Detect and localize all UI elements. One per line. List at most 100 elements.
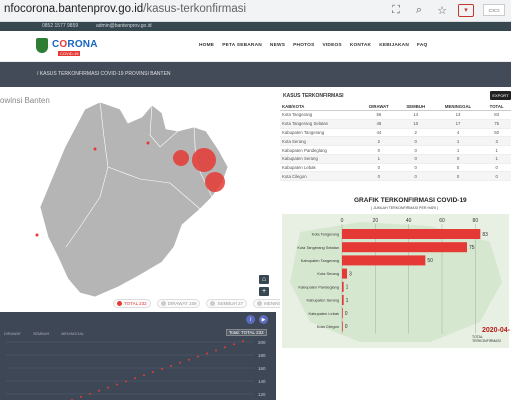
time-point[interactable] [89,392,91,395]
table-row[interactable]: Kota Cilegon 0 0 0 0 [280,171,511,182]
cell-region: Kota Cilegon [280,171,361,182]
bar[interactable] [342,295,344,305]
legend-sembuh[interactable]: SEMBUH 27 [206,299,247,308]
table-row[interactable]: Kabupaten Lebak 0 0 0 0 [280,163,511,173]
time-point[interactable] [134,377,136,380]
time-legend-sembuh[interactable]: SEMBUH [32,332,50,336]
category-label: Kabupaten Lebak [308,311,339,316]
bar[interactable] [342,268,347,279]
zoom-in-button[interactable]: + [259,287,269,296]
map-panel[interactable]: owinsi Banten ⌂ + − [0,87,276,312]
time-point[interactable] [233,343,235,346]
cell-value: 0 [397,145,434,155]
col-total[interactable]: TOTAL [482,102,511,111]
map-marker-kota-tangerang-selatan[interactable] [173,150,189,166]
map-border-2 [149,104,179,148]
banten-map[interactable] [0,87,276,312]
category-label: Kabupaten Pandeglang [298,284,339,289]
nav-kebijakan[interactable]: KEBIJAKAN [379,43,409,48]
bar[interactable] [342,242,467,253]
cell-value: 13 [433,110,483,120]
time-point[interactable] [161,368,163,370]
banten-emblem-icon [36,38,48,53]
contact-bar: 0852 1577 9859 admin@bantenprov.go.id [0,22,511,31]
time-point[interactable] [224,346,226,349]
bar[interactable] [342,255,426,266]
cell-region: Kota Tangerang Selatan [280,119,361,129]
page-banner: / KASUS TERKONFIRMASI COVID-19 PROVINSI … [0,62,511,87]
home-view-icon[interactable]: ⌂ [259,275,269,284]
nav-news[interactable]: NEWS [269,43,286,48]
map-marker-kabupaten-serang[interactable] [146,141,150,145]
time-series-chart: 200 180 160 140 120 [6,340,266,400]
time-point[interactable] [125,380,127,383]
col-sembuh[interactable]: SEMBUH [397,102,434,111]
time-point[interactable] [152,371,154,374]
nav-kontak[interactable]: KONTAK [349,43,372,48]
cell-value: 2 [360,136,398,147]
map-marker-kota-tangerang[interactable] [192,148,216,172]
cell-value: 0 [433,163,483,173]
col-kabkota[interactable]: KAB/KOTA [280,102,361,111]
map-marker-kabupaten-tangerang[interactable] [205,172,225,192]
col-meninggal[interactable]: MENINGGAL [433,102,483,111]
monitor-icon[interactable]: ▭▭ [483,4,505,16]
time-point[interactable] [215,349,217,352]
cell-value: 1 [482,154,511,164]
time-point[interactable] [80,395,82,398]
table-row[interactable]: Kabupaten Serang 1 0 0 1 [280,154,511,164]
nav-faq[interactable]: FAQ [417,43,428,48]
legend-dirawat[interactable]: DIRAWAT 159 [156,299,201,308]
col-dirawat[interactable]: DIRAWAT [360,102,398,111]
category-label: Kota Cilegon [317,324,339,329]
bar[interactable] [342,321,343,332]
time-point[interactable] [143,374,145,377]
translate-icon[interactable]: ⛶ [392,3,400,16]
time-point[interactable] [98,389,100,392]
time-point[interactable] [197,355,199,358]
extension-icon[interactable]: ▾ [458,3,474,17]
table-row[interactable]: Kota Tangerang Selatan 48 10 17 75 [280,119,511,129]
time-point[interactable] [188,358,190,361]
table-row[interactable]: Kota Tangerang 56 14 13 83 [280,110,511,120]
star-icon[interactable]: ☆ [437,4,447,17]
time-legend-dirawat[interactable]: DIRAWAT [4,332,21,336]
table-row[interactable]: Kabupaten Pandeglang 0 0 1 1 [280,145,511,155]
bar[interactable] [342,308,343,319]
nav-videos[interactable]: VIDEOS [322,43,342,48]
graph-subtitle: ( JUMLAH TERKONFIRMASI PER HARI ) [371,206,439,210]
bar[interactable] [342,229,481,239]
time-point[interactable] [116,383,118,386]
map-marker-kabupaten-pandeglang[interactable] [35,233,39,237]
info-icon[interactable]: i [246,315,255,324]
cell-value: 75 [482,119,511,129]
y-tick-label: 180 [258,353,266,358]
time-point[interactable] [206,352,208,355]
time-legend-meninggal[interactable]: MENINGGAL [61,332,84,336]
time-total-label: Total: TOTAL 232 [226,329,267,336]
cell-value: 0 [433,171,483,182]
cell-value: 0 [397,136,434,147]
export-button[interactable]: EXPORT [490,91,511,100]
nav-peta-sebaran[interactable]: PETA SEBARAN [222,43,262,48]
cell-value: 0 [360,145,398,155]
nav-photos[interactable]: PHOTOS [293,43,315,48]
search-icon[interactable]: ⌕ [415,3,423,16]
time-point[interactable] [107,386,109,389]
legend-total[interactable]: TOTAL 232 [113,299,151,308]
play-icon[interactable]: ▶ [259,315,268,324]
bar[interactable] [342,281,344,292]
time-point[interactable] [170,364,172,367]
table-row[interactable]: Kota Serang 2 0 1 3 [280,136,511,147]
nav-home[interactable]: HOME [199,43,215,48]
map-marker-kota-serang[interactable] [93,147,97,151]
address-bar[interactable]: nfocorona.bantenprov.go.id/kasus-terkonf… [4,3,246,15]
table-row[interactable]: Kabupaten Tangerang 44 2 4 50 [280,128,511,138]
y-tick-label: 200 [258,340,266,345]
time-point[interactable] [242,340,244,343]
site-logo[interactable]: CORONA [52,39,98,50]
legend-dot-icon [256,301,262,306]
cell-value: 1 [360,154,398,164]
time-point[interactable] [179,361,181,364]
browser-toolbar: nfocorona.bantenprov.go.id/kasus-terkonf… [0,0,511,22]
